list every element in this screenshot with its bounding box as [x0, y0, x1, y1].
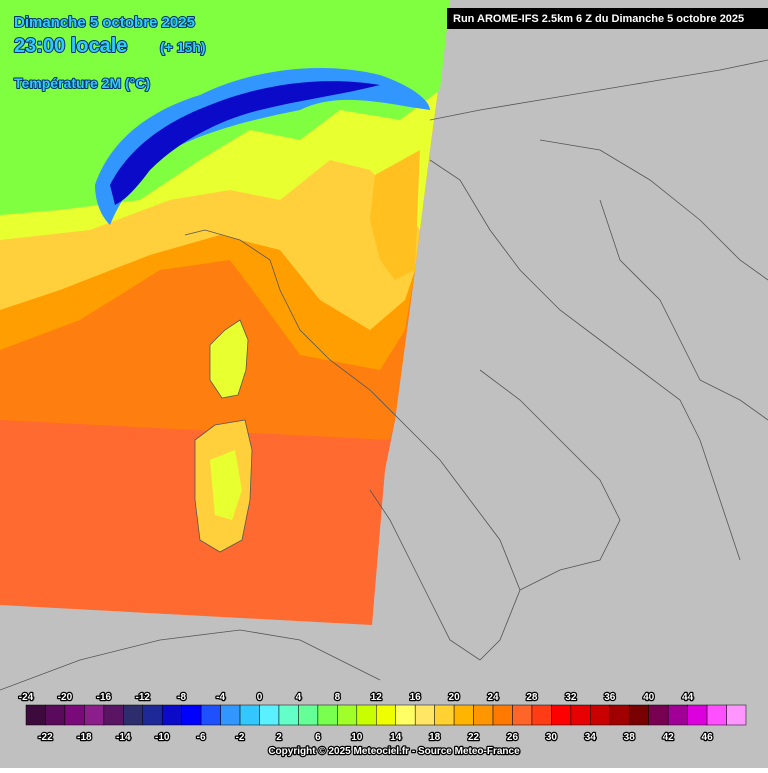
- legend-label: -6: [197, 732, 206, 743]
- legend-swatch: [356, 704, 377, 726]
- legend-label: 16: [410, 692, 422, 703]
- legend-swatch: [648, 704, 669, 726]
- legend-label: -8: [177, 692, 186, 703]
- color-legend: -24-22-20-18-16-14-12-10-8-6-4-202468101…: [18, 691, 747, 744]
- legend-swatch: [628, 704, 649, 726]
- legend-label: -2: [236, 732, 245, 743]
- legend-label: 26: [507, 732, 519, 743]
- legend-swatch: [473, 704, 494, 726]
- legend-label: 22: [468, 732, 480, 743]
- model-field: [0, 0, 450, 625]
- legend-swatch: [25, 704, 46, 726]
- legend-label: -16: [97, 692, 112, 703]
- run-label: Run AROME-IFS 2.5km 6 Z du Dimanche 5 oc…: [453, 13, 744, 25]
- legend-label: 24: [487, 692, 499, 703]
- legend-swatch: [726, 704, 747, 726]
- legend-swatch: [45, 704, 66, 726]
- legend-label: 30: [546, 732, 558, 743]
- legend-label: 40: [643, 692, 655, 703]
- legend-swatch: [590, 704, 611, 726]
- legend-swatch: [123, 704, 144, 726]
- legend-swatch: [259, 704, 280, 726]
- run-banner: [447, 8, 768, 29]
- legend-swatch: [278, 704, 299, 726]
- legend-swatch: [337, 704, 358, 726]
- legend-swatch: [512, 704, 533, 726]
- legend-swatch: [200, 704, 221, 726]
- legend-swatch: [181, 704, 202, 726]
- legend-label: 12: [371, 692, 383, 703]
- legend-swatch: [551, 704, 572, 726]
- legend-label: 18: [429, 732, 441, 743]
- legend-swatch: [298, 704, 319, 726]
- legend-swatch: [667, 704, 688, 726]
- legend-swatch: [434, 704, 455, 726]
- legend-label: -22: [38, 732, 53, 743]
- legend-label: -24: [19, 692, 34, 703]
- legend-swatch: [687, 704, 708, 726]
- legend-swatch: [706, 704, 727, 726]
- legend-swatch: [492, 704, 513, 726]
- legend-label: 46: [702, 732, 714, 743]
- legend-swatch: [376, 704, 396, 726]
- legend-swatch: [161, 704, 182, 726]
- legend-label: 4: [296, 692, 302, 703]
- legend-swatch: [103, 704, 124, 726]
- legend-label: 34: [585, 732, 597, 743]
- legend-label: -4: [216, 692, 225, 703]
- legend-swatch: [395, 704, 416, 726]
- legend-label: 0: [257, 692, 263, 703]
- date-label: Dimanche 5 octobre 2025: [14, 14, 195, 31]
- legend-label: -18: [77, 732, 92, 743]
- legend-label: 6: [315, 732, 321, 743]
- legend-label: -20: [58, 692, 73, 703]
- legend-swatch: [239, 704, 260, 726]
- legend-label: 28: [526, 692, 538, 703]
- legend-swatch: [570, 704, 591, 726]
- legend-label: 14: [390, 732, 402, 743]
- borders: [0, 59, 768, 691]
- legend-label: 38: [624, 732, 636, 743]
- parameter-label: Température 2M (°C): [14, 75, 150, 91]
- legend-label: 10: [351, 732, 363, 743]
- legend-label: -10: [155, 732, 170, 743]
- legend-swatch: [609, 704, 630, 726]
- legend-swatch: [414, 704, 435, 726]
- legend-label: 20: [449, 692, 461, 703]
- legend-label: 32: [565, 692, 577, 703]
- legend-label: 44: [682, 692, 694, 703]
- legend-label: 2: [276, 732, 282, 743]
- legend-swatch: [531, 704, 552, 726]
- legend-swatch: [64, 704, 85, 726]
- legend-swatch: [317, 704, 338, 726]
- copyright: Copyright © 2025 Meteociel.fr - Source M…: [268, 746, 520, 757]
- legend-label: 42: [663, 732, 675, 743]
- legend-label: 8: [335, 692, 341, 703]
- legend-swatch: [453, 704, 474, 726]
- legend-swatch: [220, 704, 241, 726]
- lead-label: (+ 15h): [160, 39, 206, 55]
- legend-label: -12: [136, 692, 151, 703]
- legend-label: 36: [604, 692, 616, 703]
- legend-swatch: [142, 704, 163, 726]
- legend-swatch: [84, 704, 105, 726]
- time-label: 23:00 locale: [14, 35, 127, 57]
- legend-label: -14: [116, 732, 131, 743]
